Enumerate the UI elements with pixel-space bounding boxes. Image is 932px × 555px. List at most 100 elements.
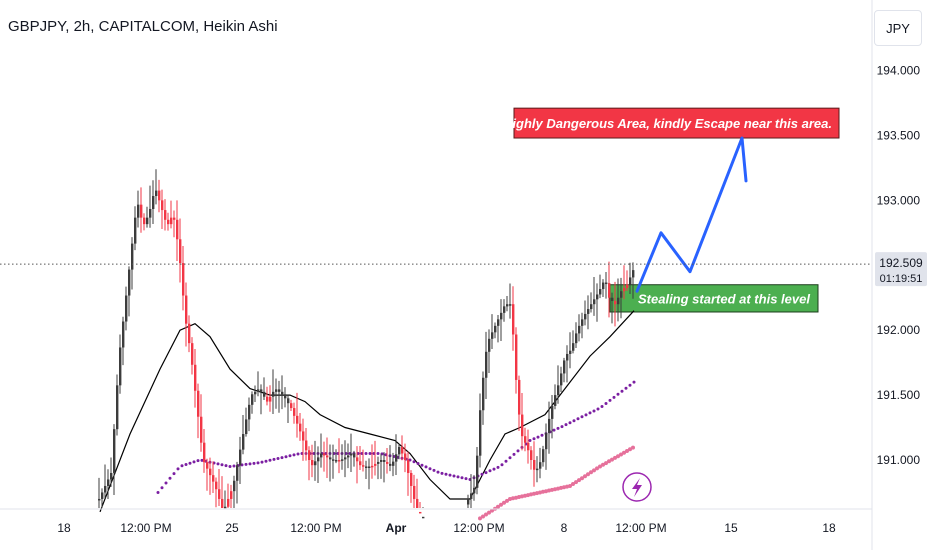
candle-body [410, 472, 413, 486]
price-tick-label: 191.500 [877, 388, 921, 402]
moving-average-pink-dot [490, 508, 494, 513]
candle-body [293, 408, 296, 416]
candle-body [215, 481, 218, 490]
candle-body [551, 405, 554, 419]
candle-body [236, 465, 239, 481]
candle-body [371, 465, 374, 468]
moving-average-pink-dot [595, 466, 599, 471]
candle-body [185, 295, 188, 324]
chart-title: GBPJPY, 2h, CAPITALCOM, Heikin Ashi [8, 18, 278, 35]
currency-button[interactable]: JPY [874, 10, 922, 46]
candle-body [194, 364, 197, 391]
candle-body [125, 295, 128, 322]
moving-average-purple-dot [156, 491, 160, 494]
price-tick-label: 193.500 [877, 128, 921, 142]
moving-average-pink-dot [619, 452, 623, 457]
moving-average-purple-dot [568, 421, 572, 425]
candle-body [200, 416, 203, 443]
moving-average-purple-dot [364, 452, 368, 455]
moving-average-purple-dot [532, 437, 536, 441]
moving-average-purple-dot [488, 469, 492, 473]
moving-average-pink-dot [508, 497, 512, 501]
moving-average-purple-dot [508, 456, 512, 460]
price-tick-label: 194.000 [877, 64, 921, 78]
moving-average-purple-dot [220, 463, 224, 467]
candle-body [593, 299, 596, 305]
candle-body [209, 468, 212, 476]
moving-average-purple-dot [428, 467, 432, 471]
moving-average-pink-dot [550, 487, 554, 492]
moving-average-pink-dot [589, 470, 593, 475]
moving-average-purple-dot [256, 461, 260, 465]
moving-average-purple-dot [528, 439, 532, 442]
candle-body [167, 219, 170, 225]
moving-average-pink-dot [574, 480, 578, 485]
candle-body [266, 396, 269, 402]
projection-layer [622, 136, 748, 502]
candle-body [329, 457, 332, 460]
moving-average-pink-dot [607, 459, 611, 464]
moving-average-purple-dot [496, 465, 500, 469]
moving-average-pink-dot [598, 464, 602, 469]
candle-body [545, 432, 548, 450]
moving-average-purple-dot [440, 471, 444, 475]
moving-average-pink-dot [514, 495, 518, 500]
moving-average-black [99, 310, 635, 513]
candle-body [323, 453, 326, 456]
moving-average-pink-dot [529, 492, 533, 497]
moving-average-pink-dot [583, 474, 587, 479]
candle-body [626, 284, 629, 288]
candle-body [191, 343, 194, 365]
moving-average-purple-dot [280, 456, 284, 460]
moving-average-purple-dot [224, 464, 228, 468]
candle-body [533, 460, 536, 470]
candle-body [620, 291, 623, 298]
moving-average-purple-dot [596, 407, 600, 411]
candle-body [365, 466, 368, 468]
moving-average-purple-dot [376, 452, 380, 455]
candle-body [206, 462, 209, 469]
candle-body [578, 325, 581, 334]
candle-body [368, 466, 371, 468]
moving-average-purple-dot [608, 398, 612, 402]
moving-average-pink-dot [568, 484, 572, 488]
moving-average-purple-dot [284, 455, 288, 459]
moving-average-pink-dot [532, 491, 536, 496]
candle-body [317, 457, 320, 462]
moving-average-purple-dot [552, 428, 556, 432]
candle-body [548, 418, 551, 433]
moving-average-pink-dot [502, 500, 506, 505]
candle-body [617, 297, 620, 305]
candle-body [482, 377, 485, 411]
moving-average-pink-dot [616, 454, 620, 459]
candle-body [386, 461, 389, 464]
candle-body [506, 304, 509, 307]
candle-body [500, 312, 503, 320]
price-tick-label: 193.000 [877, 193, 921, 207]
moving-average-purple-dot [192, 460, 196, 464]
candle-body [341, 459, 344, 461]
candle-body [467, 498, 470, 505]
moving-average-purple-dot [184, 463, 188, 466]
moving-average-purple-dot [616, 392, 620, 396]
candle-body [221, 498, 224, 508]
candle-body [233, 480, 236, 492]
candle-body [149, 208, 152, 218]
candle-body [173, 217, 176, 220]
candle-body [203, 442, 206, 463]
candle-body [179, 239, 182, 264]
candle-body [308, 450, 311, 460]
moving-average-purple-dot [564, 423, 568, 427]
moving-average-pink-dot [478, 516, 482, 521]
zones-layer: Highly Dangerous Area, kindly Escape nea… [503, 107, 840, 313]
candle-body [503, 306, 506, 313]
moving-average-purple-dot [252, 461, 256, 465]
moving-average-purple-dot [572, 419, 576, 423]
candle-body [146, 217, 149, 225]
moving-average-purple-dot [456, 475, 460, 479]
candle-body [230, 491, 233, 499]
candle-body [251, 394, 254, 405]
moving-average-pink-dot [511, 496, 515, 501]
candle-body [302, 431, 305, 441]
